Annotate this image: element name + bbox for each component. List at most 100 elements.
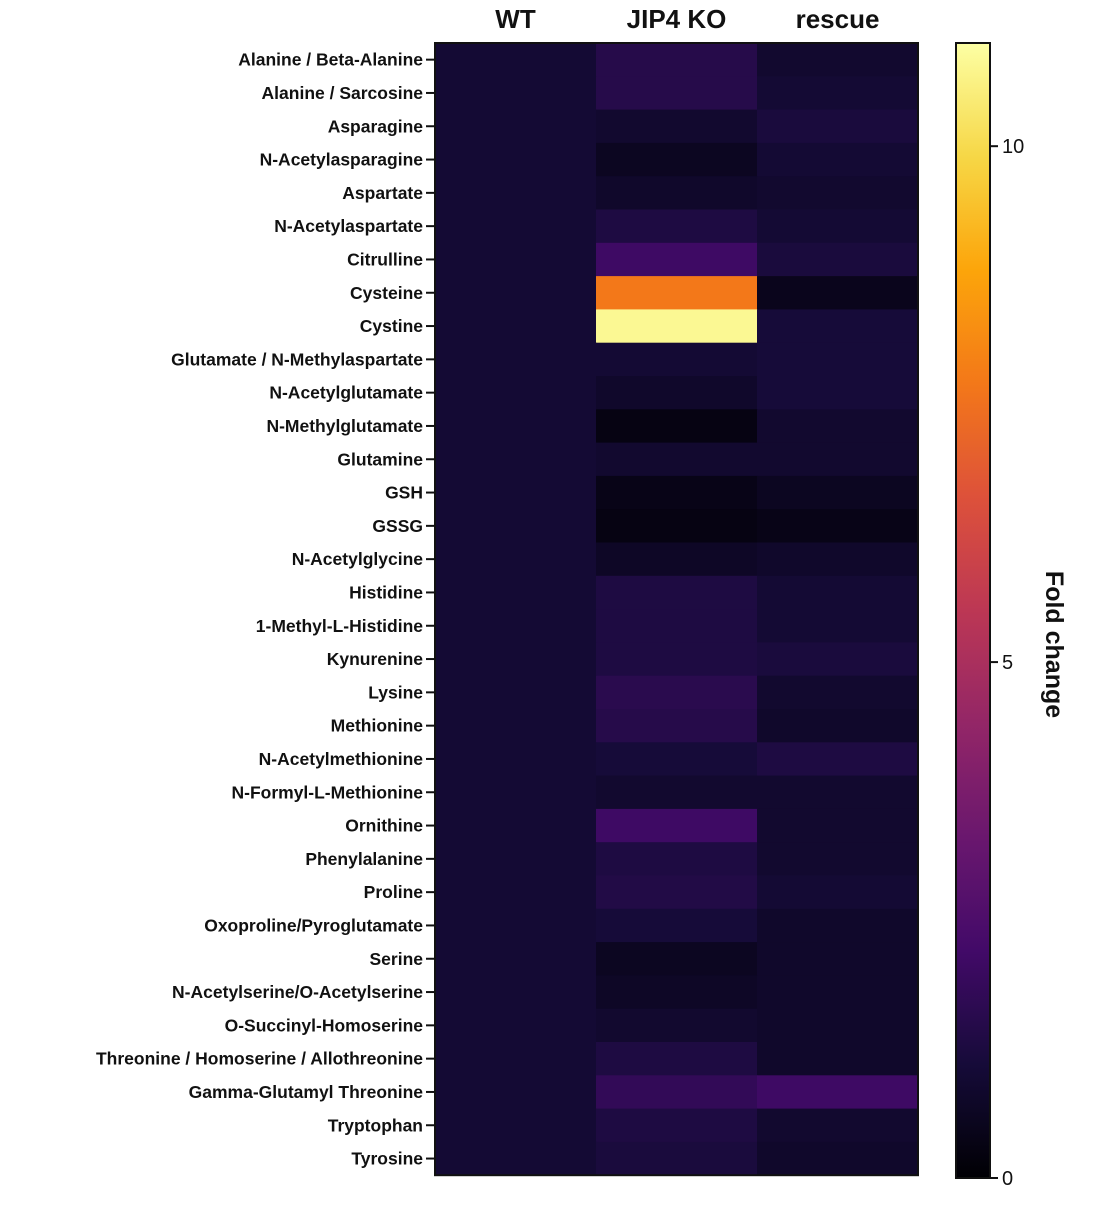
cell-tryptophan-rescue — [757, 1108, 919, 1143]
row-label-asparagine: Asparagine — [328, 116, 424, 136]
cell-gamma-glutamyl-threonine-jip4-ko — [596, 1075, 758, 1110]
row-label-gsh: GSH — [385, 483, 423, 503]
cell-ornithine-rescue — [757, 808, 919, 843]
cell-gamma-glutamyl-threonine-wt — [435, 1075, 597, 1110]
cell-1-methyl-l-histidine-jip4-ko — [596, 609, 758, 643]
column-label-jip4-ko: JIP4 KO — [627, 4, 727, 34]
cell-asparagine-wt — [435, 109, 597, 144]
cell-threonine-homoserine-allothreonine-jip4-ko — [596, 1042, 758, 1076]
cell-gssg-jip4-ko — [596, 509, 758, 544]
cell-methionine-wt — [435, 709, 597, 743]
cell-1-methyl-l-histidine-rescue — [757, 609, 919, 643]
row-label-aspartate: Aspartate — [342, 183, 423, 203]
cell-glutamate-n-methylaspartate-rescue — [757, 342, 919, 377]
cell-n-acetylmethionine-jip4-ko — [596, 742, 758, 777]
cell-histidine-rescue — [757, 575, 919, 610]
cell-methionine-jip4-ko — [596, 709, 758, 743]
cell-tyrosine-wt — [435, 1141, 597, 1176]
colorbar: 0 5 10 Fold change — [955, 42, 1068, 1190]
row-label-1-methyl-l-histidine: 1-Methyl-L-Histidine — [256, 616, 423, 636]
cell-n-methylglutamate-rescue — [757, 409, 919, 444]
cell-serine-jip4-ko — [596, 942, 758, 976]
cell-cysteine-rescue — [757, 276, 919, 310]
cell-aspartate-jip4-ko — [596, 176, 758, 211]
cell-citrulline-jip4-ko — [596, 242, 758, 277]
cell-n-acetylmethionine-rescue — [757, 742, 919, 777]
cell-threonine-homoserine-allothreonine-wt — [435, 1042, 597, 1076]
cell-glutamine-rescue — [757, 442, 919, 477]
row-label-threonine-homoserine-allothreonine: Threonine / Homoserine / Allothreonine — [96, 1049, 423, 1069]
row-label-alanine-sarcosine: Alanine / Sarcosine — [262, 83, 424, 103]
cell-n-acetylaspartate-rescue — [757, 209, 919, 244]
cell-alanine-sarcosine-wt — [435, 76, 597, 111]
cell-histidine-jip4-ko — [596, 575, 758, 610]
row-label-glutamine: Glutamine — [337, 449, 423, 469]
row-label-lysine: Lysine — [368, 682, 423, 702]
row-label-alanine-beta-alanine: Alanine / Beta-Alanine — [238, 50, 423, 70]
cell-n-acetylasparagine-wt — [435, 142, 597, 177]
row-label-n-acetylmethionine: N-Acetylmethionine — [259, 749, 424, 769]
cell-glutamate-n-methylaspartate-jip4-ko — [596, 342, 758, 377]
cell-1-methyl-l-histidine-wt — [435, 609, 597, 643]
row-label-cystine: Cystine — [360, 316, 423, 336]
cell-o-succinyl-homoserine-wt — [435, 1008, 597, 1043]
cell-oxoproline-pyroglutamate-rescue — [757, 908, 919, 943]
row-label-glutamate-n-methylaspartate: Glutamate / N-Methylaspartate — [171, 349, 423, 369]
colorbar-tick-label: 5 — [1002, 652, 1013, 674]
cell-tryptophan-wt — [435, 1108, 597, 1143]
cell-serine-wt — [435, 942, 597, 976]
cell-tyrosine-jip4-ko — [596, 1141, 758, 1176]
cell-kynurenine-jip4-ko — [596, 642, 758, 677]
cell-tryptophan-jip4-ko — [596, 1108, 758, 1143]
cell-n-formyl-l-methionine-wt — [435, 775, 597, 810]
colorbar-tick-label: 0 — [1002, 1168, 1013, 1190]
cell-oxoproline-pyroglutamate-jip4-ko — [596, 908, 758, 943]
cell-lysine-wt — [435, 675, 597, 710]
row-label-oxoproline-pyroglutamate: Oxoproline/Pyroglutamate — [204, 915, 423, 935]
cell-tyrosine-rescue — [757, 1141, 919, 1176]
row-label-gssg: GSSG — [372, 516, 423, 536]
cell-serine-rescue — [757, 942, 919, 976]
cell-lysine-rescue — [757, 675, 919, 710]
cell-gsh-rescue — [757, 475, 919, 510]
cell-phenylalanine-wt — [435, 842, 597, 877]
cell-n-acetylaspartate-jip4-ko — [596, 209, 758, 244]
row-label-tyrosine: Tyrosine — [351, 1149, 423, 1169]
row-label-ornithine: Ornithine — [345, 816, 423, 836]
cell-cystine-wt — [435, 309, 597, 344]
cell-asparagine-jip4-ko — [596, 109, 758, 144]
cell-n-formyl-l-methionine-jip4-ko — [596, 775, 758, 810]
colorbar-scale — [955, 42, 991, 1179]
row-label-proline: Proline — [364, 882, 424, 902]
row-labels: Alanine / Beta-Alanine Alanine / Sarcosin… — [96, 50, 435, 1169]
cell-proline-jip4-ko — [596, 875, 758, 910]
cell-o-succinyl-homoserine-jip4-ko — [596, 1008, 758, 1043]
cell-n-acetylserine-o-acetylserine-jip4-ko — [596, 975, 758, 1010]
cell-lysine-jip4-ko — [596, 675, 758, 710]
cell-phenylalanine-rescue — [757, 842, 919, 877]
cell-alanine-beta-alanine-jip4-ko — [596, 43, 758, 77]
cell-gsh-jip4-ko — [596, 475, 758, 510]
column-label-rescue: rescue — [796, 4, 880, 34]
cell-o-succinyl-homoserine-rescue — [757, 1008, 919, 1043]
cell-aspartate-rescue — [757, 176, 919, 211]
cell-aspartate-wt — [435, 176, 597, 211]
cell-threonine-homoserine-allothreonine-rescue — [757, 1042, 919, 1076]
cell-gssg-wt — [435, 509, 597, 544]
row-label-n-acetylaspartate: N-Acetylaspartate — [274, 216, 423, 236]
row-label-citrulline: Citrulline — [347, 249, 423, 269]
row-label-serine: Serine — [370, 949, 424, 969]
cell-citrulline-rescue — [757, 242, 919, 277]
row-label-methionine: Methionine — [331, 716, 424, 736]
cell-methionine-rescue — [757, 709, 919, 743]
cell-glutamine-jip4-ko — [596, 442, 758, 477]
cell-glutamate-n-methylaspartate-wt — [435, 342, 597, 377]
cell-n-acetylglycine-wt — [435, 542, 597, 577]
row-label-phenylalanine: Phenylalanine — [305, 849, 423, 869]
cell-histidine-wt — [435, 575, 597, 610]
row-label-tryptophan: Tryptophan — [328, 1115, 423, 1135]
cell-n-acetylglycine-jip4-ko — [596, 542, 758, 577]
column-label-wt: WT — [495, 4, 536, 34]
cell-cysteine-jip4-ko — [596, 276, 758, 310]
